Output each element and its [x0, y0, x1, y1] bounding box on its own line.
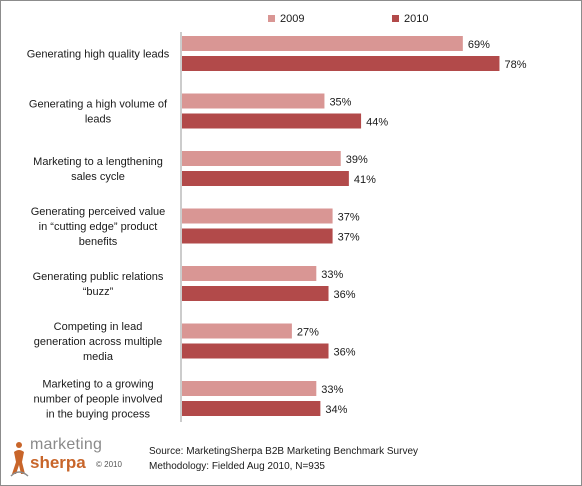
data-label-2009: 69% [468, 39, 490, 51]
data-label-2010: 36% [334, 347, 356, 359]
data-label-2009: 37% [338, 212, 360, 224]
legend-label-2009: 2009 [280, 13, 304, 25]
bar-2010 [182, 171, 349, 186]
category-label: Generating a high volume of [29, 99, 168, 111]
data-label-2010: 37% [338, 232, 360, 244]
data-label-2010: 36% [334, 289, 356, 301]
data-label-2009: 39% [346, 154, 368, 166]
category-label: Generating perceived value [31, 206, 166, 218]
bars [182, 36, 500, 416]
category-label: media [83, 351, 114, 363]
category-label: Marketing to a lengthening [33, 156, 163, 168]
bar-2010 [182, 343, 329, 359]
logo-copyright: © 2010 [96, 460, 122, 469]
category-labels: Generating high quality leads Generating … [27, 49, 170, 421]
bar-2009 [182, 151, 341, 166]
bar-2009 [182, 381, 317, 396]
logo-word-sherpa: sherpa [30, 453, 86, 472]
legend-swatch-2010 [392, 15, 399, 22]
category-label: number of people involved [33, 394, 162, 406]
data-label-2009: 33% [321, 384, 343, 396]
data-label-2010: 78% [504, 59, 526, 71]
bar-chart: 2009 2010 Generating high quality leadsGe… [27, 13, 527, 422]
bar-2010 [182, 401, 321, 416]
data-label-2010: 34% [325, 404, 347, 416]
methodology-line: Methodology: Fielded Aug 2010, N=935 [149, 461, 325, 472]
category-label: Generating public relations [33, 271, 164, 283]
source-line: Source: MarketingSherpa B2B Marketing Be… [149, 446, 419, 457]
bar-2010 [182, 56, 500, 71]
legend: 2009 2010 [268, 13, 428, 25]
category-label: “buzz” [83, 286, 114, 298]
climber-logo-icon [10, 442, 29, 477]
category-label: Marketing to a growing [42, 379, 153, 391]
data-label-2009: 27% [297, 327, 319, 339]
category-label: Competing in lead [54, 321, 143, 333]
value-labels: 69% 78% 35% 44% 39% 41% 37% 37% 33% 36% 27% 36% 33% 3… [297, 39, 527, 416]
bar-2010 [182, 286, 329, 301]
bar-2010 [182, 113, 362, 129]
category-label: Generating high quality leads [27, 49, 170, 61]
bar-2009 [182, 208, 333, 224]
bar-2009 [182, 36, 463, 51]
data-label-2010: 44% [366, 117, 388, 129]
logo-word-marketing: marketing [30, 436, 103, 453]
marketingsherpa-logo: marketing sherpa © 2010 [8, 436, 138, 477]
legend-label-2010: 2010 [404, 13, 428, 25]
bar-2010 [182, 228, 333, 244]
legend-swatch-2009 [268, 15, 275, 22]
category-label: in the buying process [46, 409, 150, 421]
category-label: in “cutting edge” product [39, 221, 158, 233]
bar-2009 [182, 266, 317, 281]
category-label: sales cycle [71, 171, 125, 183]
data-label-2009: 33% [321, 269, 343, 281]
bar-2009 [182, 323, 292, 339]
data-label-2010: 41% [354, 174, 376, 186]
data-label-2009: 35% [329, 97, 351, 109]
category-label: generation across multiple [34, 336, 162, 348]
bar-2009 [182, 93, 325, 109]
category-label: benefits [79, 236, 118, 248]
category-label: leads [85, 114, 112, 126]
